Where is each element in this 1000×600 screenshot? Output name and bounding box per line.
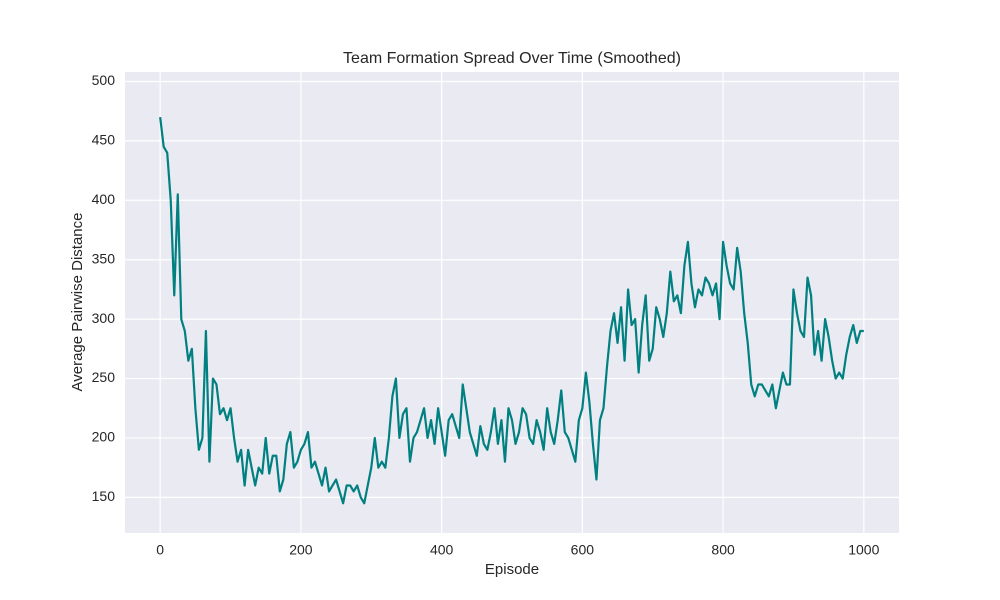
grid <box>125 72 899 533</box>
x-tick-label: 1000 <box>848 542 879 558</box>
x-axis-label: Episode <box>485 561 539 578</box>
x-tick-label: 400 <box>430 542 454 558</box>
data-line <box>159 117 864 505</box>
y-tick-label: 200 <box>92 429 116 445</box>
x-tick-label: 200 <box>289 542 313 558</box>
y-tick-label: 500 <box>92 72 116 88</box>
y-axis-label: Average Pairwise Distance <box>69 213 86 392</box>
y-tick-label: 350 <box>92 250 116 266</box>
x-tick-label: 800 <box>711 542 735 558</box>
y-tick-label: 450 <box>92 132 116 148</box>
y-tick-label: 400 <box>92 191 116 207</box>
x-tick-label: 600 <box>571 542 595 558</box>
chart-title: Team Formation Spread Over Time (Smoothe… <box>343 50 681 67</box>
plot-area <box>125 72 899 533</box>
x-tick-label: 0 <box>156 542 164 558</box>
y-tick-label: 300 <box>92 310 116 326</box>
marks <box>159 117 864 505</box>
y-tick-label: 150 <box>92 488 116 504</box>
y-tick-label: 250 <box>92 369 116 385</box>
